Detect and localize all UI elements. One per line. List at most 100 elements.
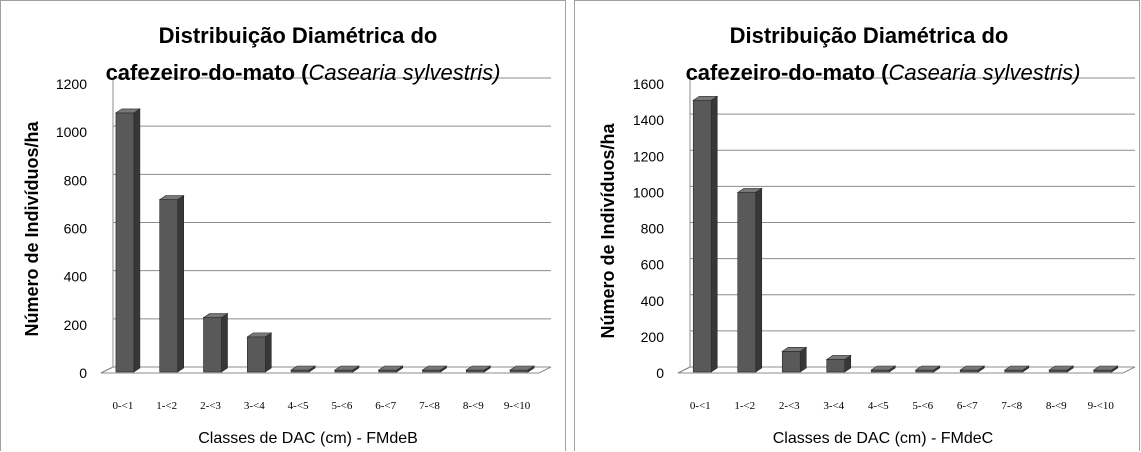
bar-top [959,365,986,371]
bar-top [421,365,448,371]
bar-front [159,199,178,373]
x-tick-label: 2-<3 [779,400,800,412]
y-tick-label: 0 [656,365,664,381]
gridlines [112,77,551,368]
bar [290,365,317,373]
chart-title-line2: cafezeiro-do-mato (Casearia sylvestris) [686,60,1081,85]
bar-top [870,365,897,371]
bars [692,95,1119,373]
x-tick-label: 9-<10 [504,400,531,412]
chart-left-svg: 0 200 400 600 800 1000 1200 0-<1 1-<2 2-<3 3-<4 4-… [22,23,552,447]
x-ticks: 0-<1 1-<2 2-<3 3-<4 4-<5 5-<6 6-<7 7-<8 8-<9 9-<1… [112,400,530,412]
x-tick-label: 7-<8 [1001,400,1022,412]
bar-side [710,95,718,373]
bar-front [826,359,846,373]
x-tick-label: 8-<9 [1046,400,1067,412]
bar-front [203,317,222,373]
bar-top [246,332,273,338]
x-tick-label: 5-<6 [331,400,352,412]
chart-right-svg: 0 200 400 600 800 1000 1200 1400 1600 0-<1 1-<2 2-… [598,23,1136,447]
x-tick-label: 1-<2 [156,400,177,412]
y-axis-label: Número de Indivíduos/ha [22,121,42,337]
bar [870,365,897,373]
x-tick-label: 8-<9 [463,400,484,412]
y-tick-label: 200 [64,317,88,333]
x-tick-label: 2-<3 [200,400,221,412]
x-tick-label: 0-<1 [690,400,711,412]
bar-side [755,187,763,373]
x-tick-label: 5-<6 [912,400,933,412]
bars [114,108,536,373]
y-tick-label: 600 [64,221,88,237]
y-tick-label: 0 [79,365,87,381]
bar [1003,365,1030,373]
bar-top [290,365,317,371]
bar-side [221,313,228,373]
y-axis-label: Número de Indivíduos/ha [598,123,618,339]
bar [421,365,448,373]
bar [246,332,273,373]
y-tick-label: 400 [641,293,665,309]
bar-side [264,332,272,373]
y-tick-label: 800 [64,172,88,188]
y-tick-label: 600 [641,257,665,273]
x-tick-label: 6-<7 [375,400,396,412]
y-tick-label: 200 [641,329,665,345]
bar-top [333,365,360,371]
bar-top [202,313,229,318]
y-tick-label: 1000 [56,124,87,140]
y-tick-label: 400 [64,269,88,285]
bar [114,108,141,373]
y-tick-label: 1600 [633,76,664,92]
bar-front [737,192,757,373]
bar [465,365,492,373]
y-tick-label: 800 [641,221,665,237]
bar-front [692,99,712,373]
bar [509,365,536,373]
y-tick-label: 1400 [633,112,664,128]
bar [736,187,763,373]
bar [1048,365,1075,373]
x-tick-label: 7-<8 [419,400,440,412]
bar [692,95,719,373]
bar-top [825,355,852,360]
y-tick-label: 1000 [633,184,664,200]
chart-title-line2: cafezeiro-do-mato (Casearia sylvestris) [106,60,501,85]
bar-top [781,347,808,352]
x-tick-label: 4-<5 [868,400,889,412]
x-tick-label: 0-<1 [112,400,133,412]
chart-title-line1: Distribuição Diamétrica do [730,23,1009,48]
bar [1092,365,1119,373]
bar [959,365,986,373]
bar-side [177,195,184,373]
x-tick-label: 1-<2 [734,400,755,412]
x-tick-label: 3-<4 [244,400,265,412]
bar-top [692,95,719,101]
x-ticks: 0-<1 1-<2 2-<3 3-<4 4-<5 5-<6 6-<7 7-<8 8-<9 9-<1… [690,400,1115,412]
x-tick-label: 4-<5 [288,400,309,412]
x-tick-label: 9-<10 [1088,400,1115,412]
bar-top [1003,365,1030,371]
chart-panel-left: 0 200 400 600 800 1000 1200 0-<1 1-<2 2-<3 3-<4 4-… [0,0,566,451]
bar-top [377,365,404,371]
bar [333,365,360,373]
bar-top [914,365,941,371]
bar-top [465,365,492,371]
x-tick-label: 6-<7 [957,400,978,412]
bar [825,354,852,373]
bar [158,195,185,373]
bar-front [115,112,135,373]
x-axis-label: Classes de DAC (cm) - FMdeB [198,430,418,447]
bar-side [133,108,141,373]
bar-top [114,108,141,114]
y-tick-label: 1200 [56,76,87,92]
bar-top [509,365,536,371]
x-tick-label: 3-<4 [823,400,844,412]
bar [781,346,808,373]
bar-top [1048,365,1075,371]
bar [377,365,404,373]
bar-top [736,188,763,193]
bar [202,313,229,373]
y-ticks: 0 200 400 600 800 1000 1200 1400 1600 [633,76,664,381]
y-ticks: 0 200 400 600 800 1000 1200 [56,76,87,381]
